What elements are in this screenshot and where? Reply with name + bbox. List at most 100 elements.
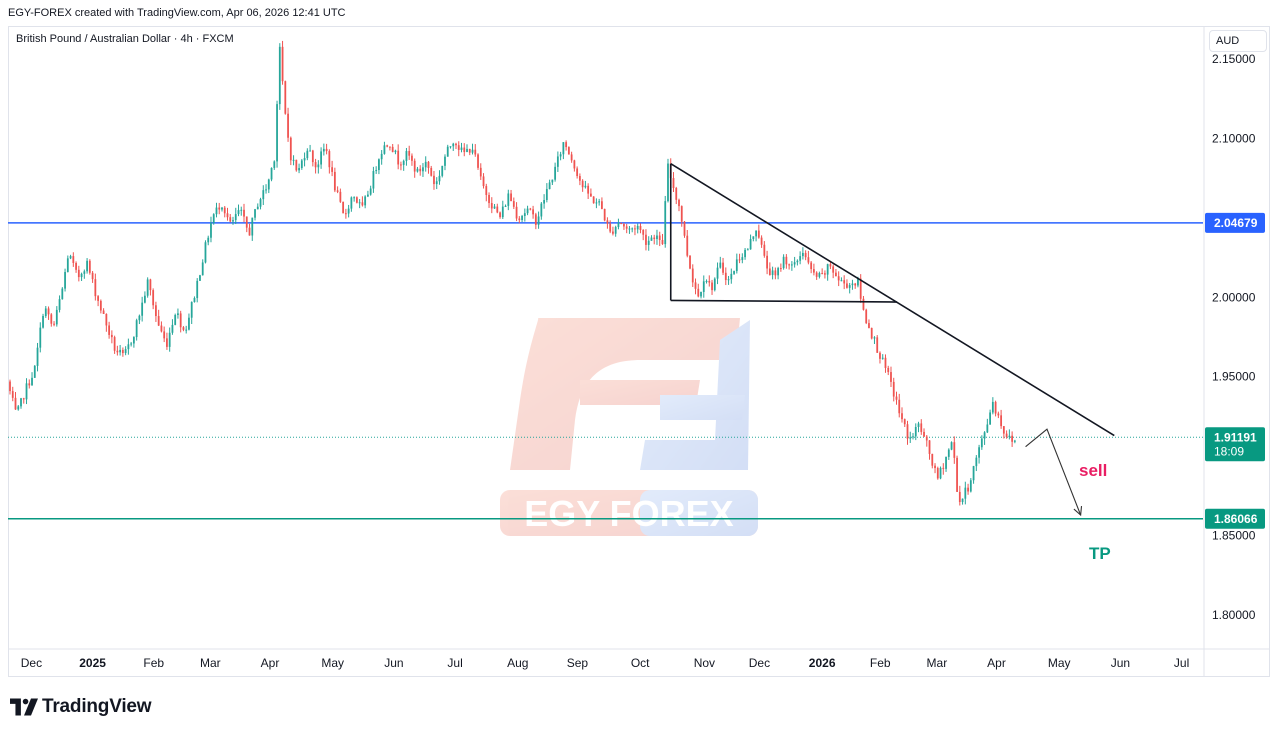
candle-body xyxy=(47,308,50,315)
descending-trendline xyxy=(670,163,1115,437)
candle-body xyxy=(515,206,518,219)
candle-body xyxy=(551,179,554,183)
candle-body xyxy=(474,149,477,155)
candle-body xyxy=(336,190,339,192)
candle-body xyxy=(135,320,138,338)
candle-body xyxy=(449,146,452,148)
candle-body xyxy=(353,197,356,199)
resistance-price-badge-text: 2.04679 xyxy=(1214,216,1258,230)
time-tick-label: May xyxy=(321,656,344,670)
candle-body xyxy=(251,217,254,236)
candle-body xyxy=(116,350,119,353)
candle-body xyxy=(130,343,133,345)
candle-body xyxy=(256,206,259,210)
candle-body xyxy=(350,197,353,209)
candle-body xyxy=(862,298,865,310)
candle-body xyxy=(824,273,826,275)
candle-body xyxy=(155,305,157,317)
candle-body xyxy=(488,194,490,204)
time-tick-label: Feb xyxy=(143,656,164,670)
candle-body xyxy=(339,191,342,202)
candle-body xyxy=(468,148,471,153)
time-tick-label: Jun xyxy=(1111,656,1130,670)
projection-path xyxy=(1025,428,1082,516)
candle-body xyxy=(72,256,75,263)
candle-body xyxy=(936,468,939,479)
tradingview-brand: TradingView xyxy=(42,696,152,717)
candle-body xyxy=(168,332,171,347)
candle-body xyxy=(980,438,983,448)
candle-body xyxy=(430,167,433,176)
candle-body xyxy=(523,213,526,216)
candle-body xyxy=(727,279,730,281)
candle-body xyxy=(177,313,179,315)
candle-body xyxy=(540,203,543,217)
candle-body xyxy=(367,194,369,197)
candle-body xyxy=(55,309,58,325)
candle-body xyxy=(210,222,212,238)
candle-body xyxy=(782,256,785,269)
sell-annotation: sell xyxy=(1079,461,1107,480)
candle-body xyxy=(755,230,757,237)
candle-body xyxy=(325,148,328,152)
candle-body xyxy=(91,272,94,280)
candle-body xyxy=(303,158,306,161)
time-tick-label: Jul xyxy=(447,656,462,670)
chart-frame xyxy=(8,26,1270,677)
candle-body xyxy=(548,182,551,190)
candle-body xyxy=(320,151,322,165)
candle-body xyxy=(752,236,755,239)
candle-body xyxy=(598,201,601,203)
chart-attribution: EGY-FOREX created with TradingView.com, … xyxy=(8,7,346,19)
candle-body xyxy=(653,237,656,240)
candle-body xyxy=(463,147,466,153)
candle-body xyxy=(477,154,479,168)
candle-body xyxy=(42,315,44,328)
tradingview-footer[interactable]: TradingView xyxy=(10,696,152,718)
currency-selector[interactable]: AUD xyxy=(1209,30,1267,52)
price-tick-label: 1.85000 xyxy=(1212,529,1256,543)
candle-body xyxy=(675,188,678,200)
candle-body xyxy=(20,398,22,407)
time-tick-label: Dec xyxy=(749,656,770,670)
candle-body xyxy=(868,323,870,328)
candle-body xyxy=(705,280,708,282)
candle-body xyxy=(730,273,733,280)
candle-body xyxy=(333,171,336,191)
candle-body xyxy=(207,237,210,243)
candle-body xyxy=(80,273,83,278)
candle-body xyxy=(441,165,444,176)
candle-body xyxy=(702,281,705,292)
candle-body xyxy=(537,216,540,225)
symbol-title[interactable]: British Pound / Australian Dollar · 4h ·… xyxy=(16,33,234,45)
candle-body xyxy=(840,280,843,282)
candle-body xyxy=(1008,435,1011,437)
time-tick-label: Nov xyxy=(694,656,715,670)
candle-body xyxy=(978,447,980,458)
candle-body xyxy=(526,208,529,214)
candle-body xyxy=(342,201,345,214)
candle-body xyxy=(573,160,576,169)
candle-body xyxy=(223,207,226,214)
candle-body xyxy=(493,206,496,209)
candle-body xyxy=(928,440,931,454)
time-tick-label: Aug xyxy=(507,656,528,670)
candle-body xyxy=(815,272,818,277)
candle-body xyxy=(818,273,821,277)
candle-body xyxy=(851,283,854,286)
candle-body xyxy=(499,212,501,218)
candle-body xyxy=(785,256,788,265)
candle-body xyxy=(587,185,590,194)
candle-body xyxy=(1011,435,1014,442)
candle-body xyxy=(857,278,859,286)
candle-body xyxy=(490,203,493,209)
candle-body xyxy=(66,258,69,272)
candle-body xyxy=(185,329,188,331)
candle-body xyxy=(243,209,245,217)
candle-body xyxy=(697,288,700,297)
candle-body xyxy=(683,221,686,236)
candle-body xyxy=(278,46,281,105)
candle-body xyxy=(799,256,802,261)
candle-body xyxy=(945,456,947,469)
